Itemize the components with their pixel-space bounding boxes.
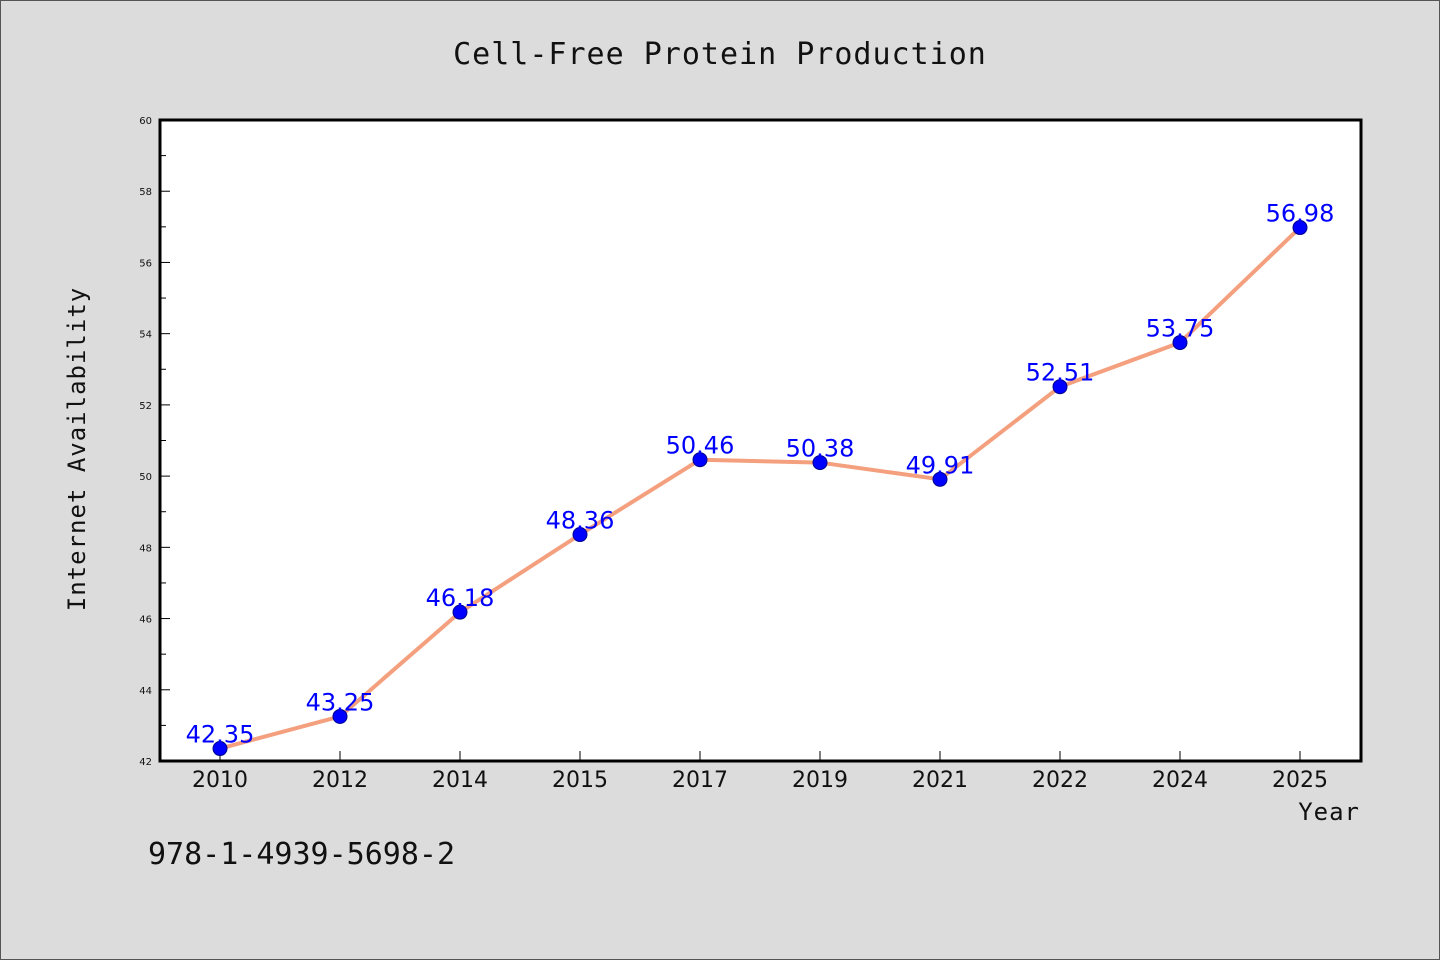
x-axis-ticks: 2010 2012 2014 2015 2017 2019 2021 2022 2024 2025 xyxy=(192,751,1328,793)
data-point xyxy=(452,604,468,620)
x-tick-label: 2014 xyxy=(432,768,488,793)
y-tick-label: 50 xyxy=(139,472,152,483)
y-tick-label: 46 xyxy=(139,615,152,626)
y-tick-label: 52 xyxy=(139,401,152,412)
y-tick-label: 56 xyxy=(139,258,152,269)
y-tick-label: 44 xyxy=(139,686,152,697)
y-tick-label: 42 xyxy=(139,757,152,768)
y-tick-label: 60 xyxy=(139,116,152,127)
series-line xyxy=(218,225,1302,751)
y-tick-label: 58 xyxy=(139,187,152,198)
x-tick-label: 2012 xyxy=(312,768,368,793)
data-label: 52.51 xyxy=(1026,359,1095,387)
plot-area xyxy=(160,120,1361,761)
data-point xyxy=(212,741,228,757)
data-label: 46.18 xyxy=(426,584,495,612)
data-point xyxy=(1172,335,1188,351)
x-tick-label: 2025 xyxy=(1272,768,1328,793)
data-label: 49.91 xyxy=(906,451,975,479)
chart-title: Cell-Free Protein Production xyxy=(453,37,987,72)
y-tick-label: 48 xyxy=(139,543,152,554)
data-label: 43.25 xyxy=(306,688,375,716)
data-label: 50.38 xyxy=(786,435,855,463)
data-label: 48.36 xyxy=(546,507,615,535)
data-point xyxy=(692,452,708,468)
x-tick-label: 2010 xyxy=(192,768,248,793)
y-axis-label: Internet Availability xyxy=(63,287,91,611)
data-point xyxy=(812,455,828,471)
data-point xyxy=(1052,379,1068,395)
x-tick-label: 2024 xyxy=(1152,768,1208,793)
x-tick-label: 2021 xyxy=(912,768,968,793)
data-label: 56.98 xyxy=(1266,200,1335,228)
data-point xyxy=(932,471,948,487)
x-tick-label: 2017 xyxy=(672,768,728,793)
data-point xyxy=(332,708,348,724)
y-tick-label: 54 xyxy=(139,330,152,341)
data-point xyxy=(1292,220,1308,236)
data-label: 53.75 xyxy=(1146,315,1215,343)
data-label: 50.46 xyxy=(666,432,735,460)
x-tick-label: 2022 xyxy=(1032,768,1088,793)
plot-frame xyxy=(158,118,1363,763)
data-labels: 42.35 43.25 46.18 48.36 50.46 50.38 49.91 52.51… xyxy=(186,200,1335,749)
isbn-label: 978-1-4939-5698-2 xyxy=(148,837,455,872)
data-point xyxy=(572,527,588,543)
x-tick-label: 2015 xyxy=(552,768,608,793)
data-markers xyxy=(212,220,1308,757)
x-axis-label: Year xyxy=(1298,798,1360,826)
x-tick-label: 2019 xyxy=(792,768,848,793)
data-label: 42.35 xyxy=(186,721,255,749)
